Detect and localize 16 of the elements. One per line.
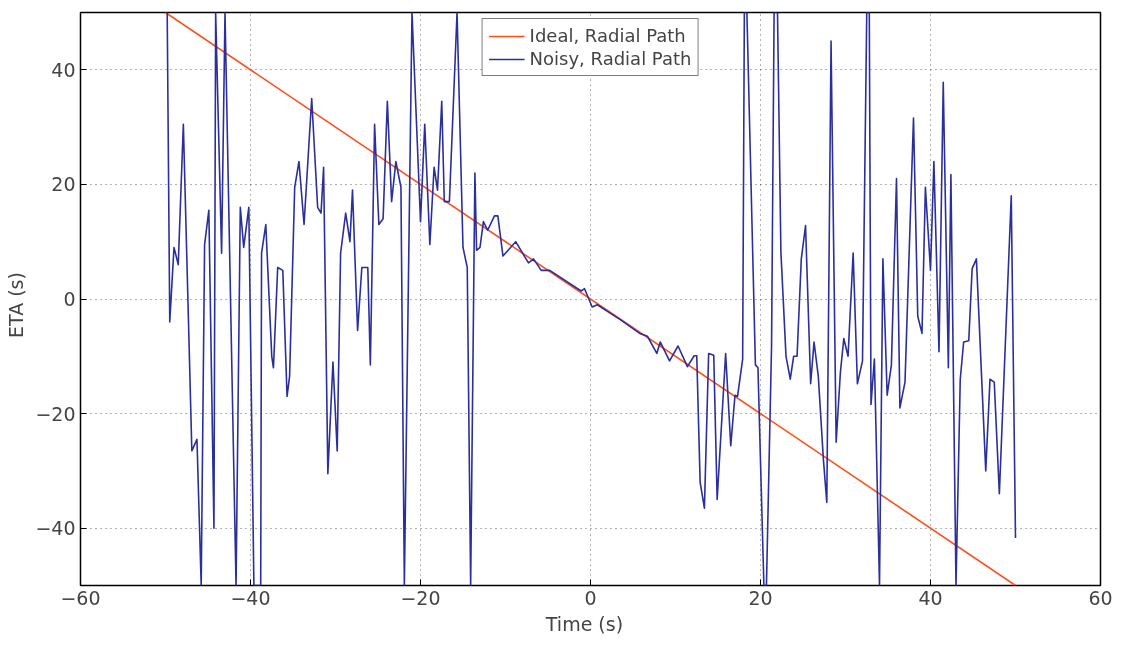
x-tick-label: 0 <box>584 586 597 609</box>
x-tick-label: 60 <box>1088 586 1113 609</box>
legend-label: Ideal, Radial Path <box>529 25 686 46</box>
x-tick-label: −60 <box>60 586 101 609</box>
x-tick-label: −20 <box>400 586 441 609</box>
x-axis-title: Time (s) <box>544 612 624 635</box>
y-tick-label: −20 <box>35 402 76 425</box>
y-tick-label: −40 <box>35 517 76 540</box>
y-tick-label: 0 <box>63 288 76 310</box>
x-tick-label: 20 <box>748 586 773 609</box>
y-axis-title: ETA (s) <box>5 272 28 338</box>
legend-label: Noisy, Radial Path <box>529 48 692 69</box>
x-tick-label: −40 <box>230 586 271 609</box>
y-tick-label: 20 <box>51 173 76 196</box>
x-tick-label: 40 <box>918 586 943 609</box>
y-tick-label: 40 <box>51 58 76 81</box>
